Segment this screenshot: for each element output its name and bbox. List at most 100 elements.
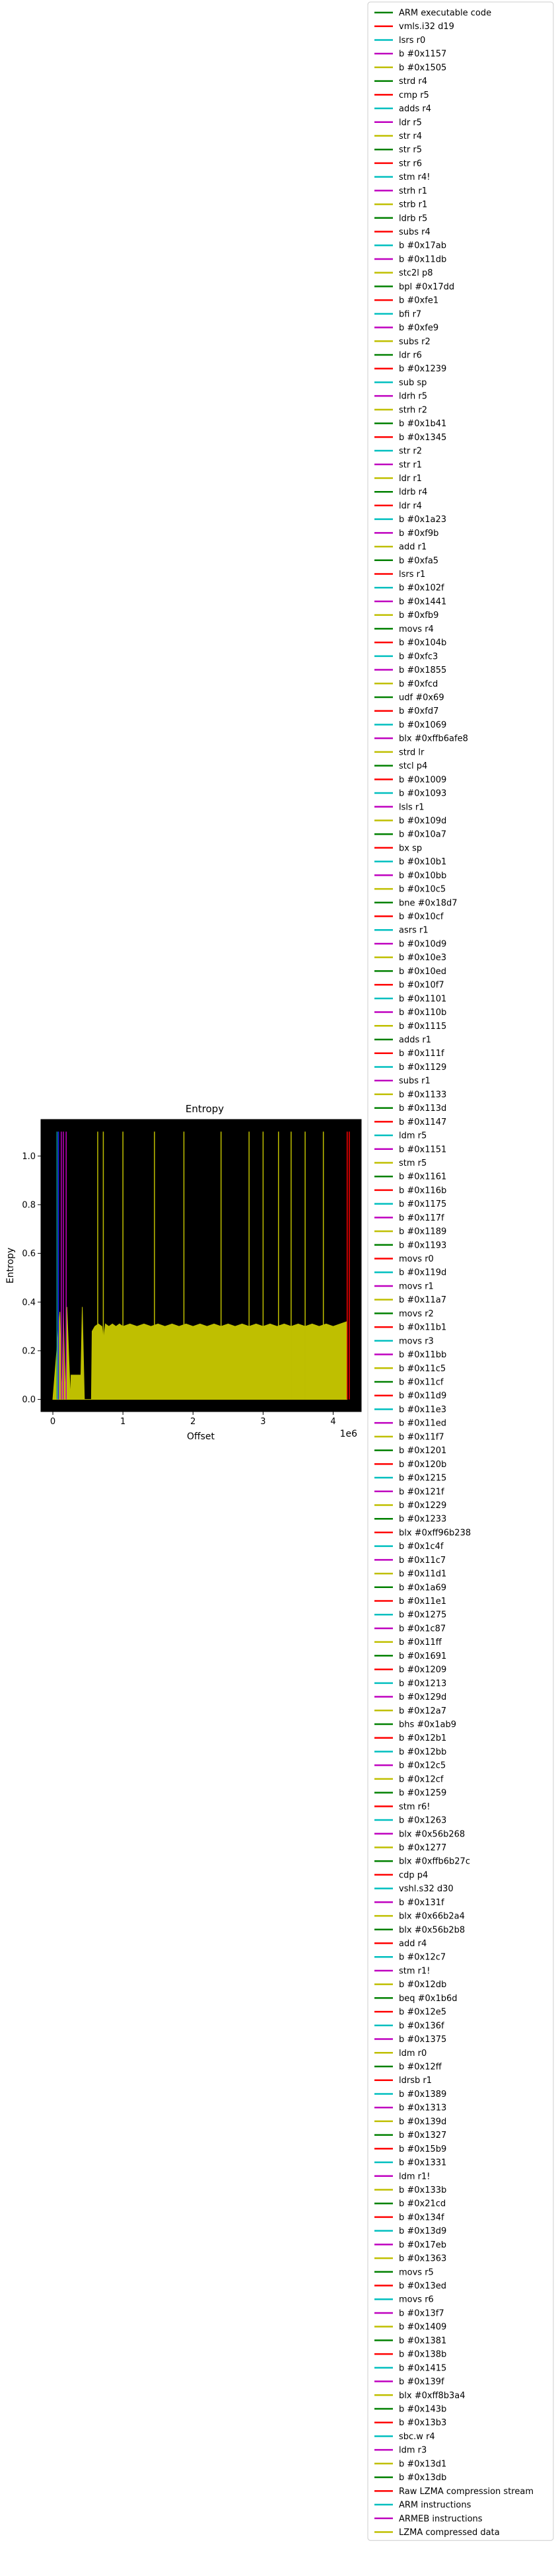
legend-label: add r1 xyxy=(399,543,427,552)
legend-label: subs r4 xyxy=(399,227,431,237)
legend-label: b #0x1147 xyxy=(399,1118,446,1127)
legend-label: LZMA compressed data xyxy=(399,2528,500,2538)
legend-label: b #0x1c87 xyxy=(399,1624,446,1634)
legend-label: bne #0x18d7 xyxy=(399,898,458,908)
legend-label: b #0x11db xyxy=(399,254,446,264)
legend-label: b #0x1093 xyxy=(399,789,446,799)
legend-label: b #0x1b41 xyxy=(399,419,446,429)
legend-label: blx #0xff96b238 xyxy=(399,1528,471,1538)
legend-label: add r4 xyxy=(399,1939,427,1949)
legend-label: b #0x1009 xyxy=(399,775,446,785)
legend-label: b #0x12bb xyxy=(399,1747,446,1757)
legend-label: stm r6! xyxy=(399,1802,431,1812)
legend-label: b #0x139f xyxy=(399,2377,444,2387)
legend-label: ldrb r5 xyxy=(399,213,427,223)
legend-label: b #0x11ff xyxy=(399,1638,442,1648)
x-tick-label: 3 xyxy=(260,1417,265,1427)
legend-label: b #0x12cf xyxy=(399,1774,444,1784)
legend-label: b #0x10a7 xyxy=(399,830,446,840)
y-tick-label: 0.2 xyxy=(22,1346,36,1356)
legend-label: b #0x1389 xyxy=(399,2090,446,2100)
legend-label: cdp p4 xyxy=(399,1870,428,1880)
legend-label: b #0x1691 xyxy=(399,1651,446,1661)
y-tick-label: 1.0 xyxy=(22,1152,36,1162)
legend-label: b #0x10d9 xyxy=(399,939,446,949)
x-axis-label: Offset xyxy=(187,1431,215,1442)
legend-label: b #0x1263 xyxy=(399,1816,446,1826)
legend-label: b #0x12a7 xyxy=(399,1706,446,1716)
legend-label: b #0x1175 xyxy=(399,1199,446,1209)
legend-label: b #0x136f xyxy=(399,2021,444,2031)
legend-label: str r5 xyxy=(399,145,422,155)
y-tick-label: 0.8 xyxy=(22,1200,36,1210)
legend-label: b #0x10bb xyxy=(399,871,446,881)
legend-label: b #0xfe1 xyxy=(399,296,438,306)
legend-label: bx sp xyxy=(399,843,422,853)
legend-label: str r2 xyxy=(399,447,422,457)
legend-label: lsls r1 xyxy=(399,802,425,812)
legend-label: b #0x1151 xyxy=(399,1145,446,1155)
legend-label: b #0xf9b xyxy=(399,529,438,539)
legend-label: b #0x11ed xyxy=(399,1419,446,1429)
legend-label: b #0x11e3 xyxy=(399,1405,446,1415)
legend-label: b #0x1331 xyxy=(399,2158,446,2168)
x-tick-label: 2 xyxy=(190,1417,195,1427)
x-tick-label: 4 xyxy=(330,1417,335,1427)
legend-label: vmls.i32 d19 xyxy=(399,22,454,32)
legend-label: b #0x11d9 xyxy=(399,1391,446,1401)
legend-label: b #0x11bb xyxy=(399,1350,446,1360)
legend-label: b #0x1441 xyxy=(399,597,446,607)
legend-label: ldm r3 xyxy=(399,2446,427,2456)
legend-label: b #0x10cf xyxy=(399,912,444,922)
x-offset-label: 1e6 xyxy=(340,1429,358,1439)
legend-label: b #0x129d xyxy=(399,1692,446,1702)
legend-label: b #0x1259 xyxy=(399,1788,446,1798)
legend-label: b #0x113d xyxy=(399,1104,446,1114)
legend-label: b #0x13d1 xyxy=(399,2459,446,2469)
legend-label: b #0x117f xyxy=(399,1213,444,1223)
chart-title: Entropy xyxy=(186,1103,224,1115)
legend-label: b #0x143b xyxy=(399,2405,446,2415)
legend-label: ldm r1! xyxy=(399,2172,431,2181)
legend-label: b #0x133b xyxy=(399,2185,446,2195)
legend-label: b #0x1233 xyxy=(399,1515,446,1525)
legend-label: b #0x12ff xyxy=(399,2063,442,2072)
legend-label: ldm r0 xyxy=(399,2049,427,2059)
legend-label: b #0x11f7 xyxy=(399,1432,444,1442)
legend-label: b #0x11e1 xyxy=(399,1597,446,1607)
legend-label: asrs r1 xyxy=(399,926,429,936)
legend-label: str r6 xyxy=(399,159,422,169)
legend-label: b #0x1275 xyxy=(399,1610,446,1620)
legend: ARM executable code vmls.i32 d19 lsrs r0 b … xyxy=(367,1,554,2541)
legend-label: stc2l p8 xyxy=(399,268,433,278)
legend-label: b #0x10c5 xyxy=(399,885,446,895)
legend-label: Raw LZMA compression stream xyxy=(399,2487,534,2497)
legend-label: b #0x111f xyxy=(399,1049,444,1059)
legend-label: subs r1 xyxy=(399,1077,431,1086)
legend-label: b #0x1209 xyxy=(399,1665,446,1675)
legend-label: b #0x15b9 xyxy=(399,2144,446,2154)
x-tick-label: 1 xyxy=(120,1417,125,1427)
legend-label: sbc.w r4 xyxy=(399,2432,435,2442)
legend-label: bhs #0x1ab9 xyxy=(399,1720,456,1730)
legend-label: b #0xfcd xyxy=(399,679,438,689)
legend-label: b #0x11a7 xyxy=(399,1295,446,1305)
legend-label: str r4 xyxy=(399,132,422,141)
legend-label: b #0x1201 xyxy=(399,1446,446,1456)
legend-label: b #0x11c7 xyxy=(399,1556,446,1566)
legend-label: adds r4 xyxy=(399,104,431,114)
legend-label: bfi r7 xyxy=(399,309,421,319)
legend-label: bpl #0x17dd xyxy=(399,282,454,292)
legend-label: b #0x10e3 xyxy=(399,953,446,963)
legend-label: cmp r5 xyxy=(399,91,429,100)
legend-label: ldr r4 xyxy=(399,501,422,511)
legend-label: b #0x11c5 xyxy=(399,1364,446,1374)
legend-label: blx #0xffb6afe8 xyxy=(399,734,468,744)
legend-label: beq #0x1b6d xyxy=(399,1994,458,2004)
legend-label: b #0x1213 xyxy=(399,1679,446,1688)
legend-label: strd lr xyxy=(399,747,425,757)
legend-label: movs r6 xyxy=(399,2295,434,2305)
y-axis-label: Entropy xyxy=(5,1248,16,1283)
legend-label: b #0x1277 xyxy=(399,1843,446,1853)
